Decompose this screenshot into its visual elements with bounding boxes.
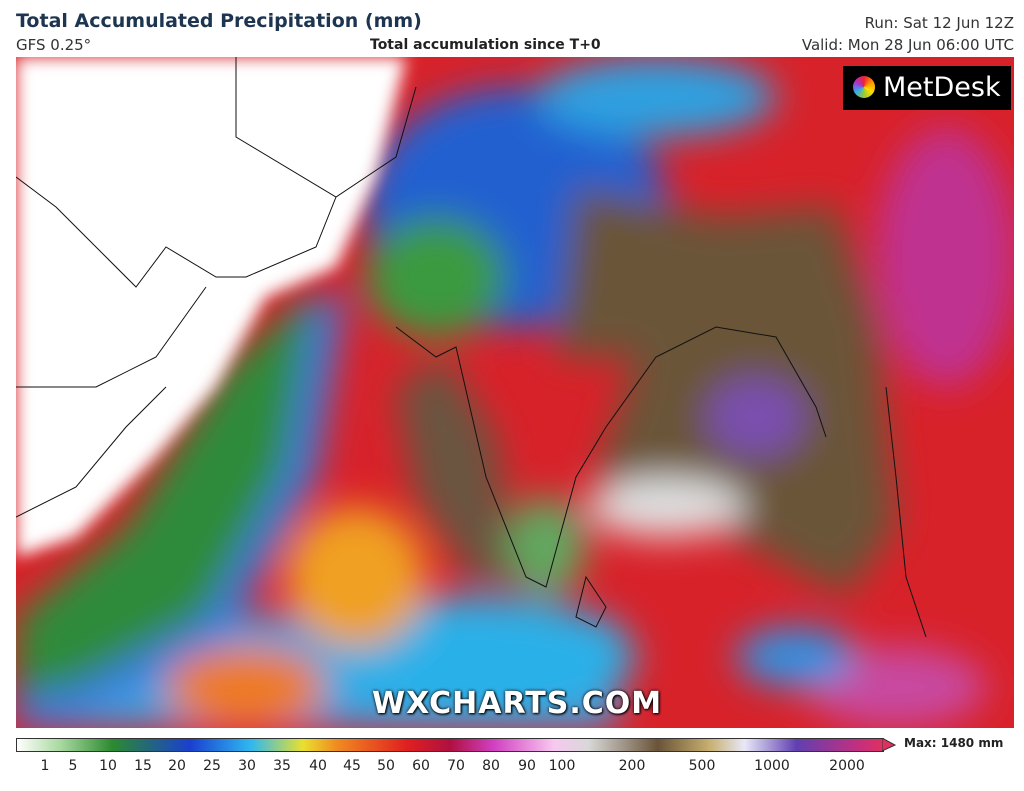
colorbar-tick: 200 [618, 758, 646, 774]
colorbar-tick: 90 [518, 758, 536, 774]
subtitle: Total accumulation since T+0 [370, 37, 601, 53]
colorbar-tick: 1000 [754, 758, 790, 774]
colorbar-tick: 70 [447, 758, 465, 774]
colorbar [16, 738, 884, 752]
logo-icon [853, 76, 875, 98]
colorbar-tick: 100 [548, 758, 576, 774]
colorbar-tick: 35 [273, 758, 291, 774]
borders [16, 57, 927, 638]
colorbar-tick: 2000 [829, 758, 865, 774]
title: Total Accumulated Precipitation (mm) [16, 10, 422, 32]
colorbar-tick: 25 [203, 758, 221, 774]
colorbar-tick: 45 [343, 758, 361, 774]
colorbar-tick: 1 [40, 758, 50, 774]
colorbar-arrow [882, 738, 896, 752]
colorbar-tick: 30 [238, 758, 256, 774]
colorbar-tick: 5 [68, 758, 78, 774]
valid: Valid: Mon 28 Jun 06:00 UTC [801, 36, 1014, 54]
map [16, 57, 1014, 728]
colorbar-tick: 50 [377, 758, 395, 774]
max-label: Max: 1480 mm [904, 736, 1004, 750]
colorbar-tick: 60 [412, 758, 430, 774]
colorbar-tick: 80 [482, 758, 500, 774]
dry-area [16, 57, 406, 557]
model: GFS 0.25° [16, 36, 92, 54]
logo: MetDesk [883, 72, 1001, 103]
precip-field [16, 57, 1014, 728]
logo-box: MetDesk [843, 66, 1011, 110]
run: Run: Sat 12 Jun 12Z [864, 14, 1014, 32]
colorbar-tick: 15 [134, 758, 152, 774]
colorbar-tick: 20 [168, 758, 186, 774]
watermark: WXCHARTS.COM [372, 686, 663, 721]
colorbar-tick: 500 [688, 758, 716, 774]
colorbar-tick: 10 [99, 758, 117, 774]
colorbar-tick: 40 [309, 758, 327, 774]
